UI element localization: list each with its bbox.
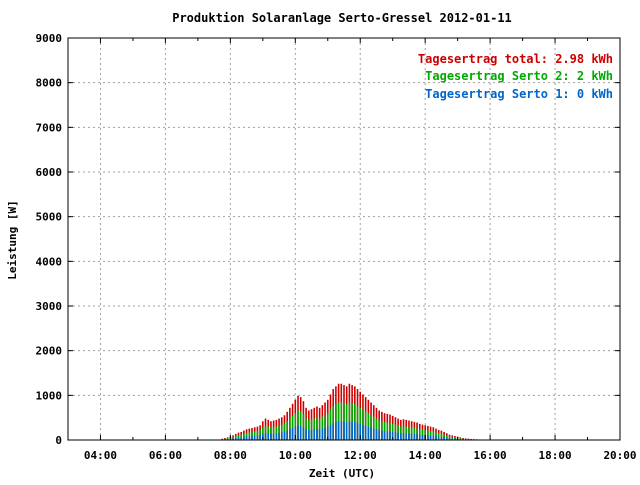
x-tick-label: 12:00 xyxy=(344,449,377,462)
legend-serto2: Tagesertrag Serto 2: 2 kWh xyxy=(425,69,613,83)
legend-serto1: Tagesertrag Serto 1: 0 kWh xyxy=(425,87,613,101)
ticks: 0 1000 2000 3000 4000 5000 6000 7000 8000 9000 04:… xyxy=(36,32,637,462)
plot-area xyxy=(68,38,620,440)
x-tick-label: 20:00 xyxy=(603,449,636,462)
y-axis-label: Leistung [W] xyxy=(6,200,19,279)
y-tick-label: 6000 xyxy=(36,166,63,179)
y-tick-label: 7000 xyxy=(36,121,63,134)
x-tick-label: 14:00 xyxy=(409,449,442,462)
chart-title: Produktion Solaranlage Serto-Gressel 201… xyxy=(172,11,512,25)
y-tick-label: 1000 xyxy=(36,389,63,402)
y-tick-label: 2000 xyxy=(36,345,63,358)
x-tick-label: 18:00 xyxy=(538,449,571,462)
y-tick-label: 4000 xyxy=(36,255,63,268)
legend: Tagesertrag total: 2.98 kWh Tagesertrag … xyxy=(418,52,613,101)
legend-total: Tagesertrag total: 2.98 kWh xyxy=(418,52,613,66)
x-tick-label: 06:00 xyxy=(149,449,182,462)
y-tick-label: 0 xyxy=(55,434,62,447)
bars xyxy=(221,383,481,440)
y-tick-label: 3000 xyxy=(36,300,63,313)
plot-frame xyxy=(67,37,621,441)
x-tick-label: 10:00 xyxy=(279,449,312,462)
y-tick-label: 5000 xyxy=(36,211,63,224)
x-tick-label: 08:00 xyxy=(214,449,247,462)
x-tick-label: 16:00 xyxy=(474,449,507,462)
y-tick-label: 8000 xyxy=(36,77,63,90)
grid xyxy=(68,38,620,440)
x-tick-label: 04:00 xyxy=(84,449,117,462)
x-axis-label: Zeit (UTC) xyxy=(309,467,375,480)
y-tick-label: 9000 xyxy=(36,32,63,45)
